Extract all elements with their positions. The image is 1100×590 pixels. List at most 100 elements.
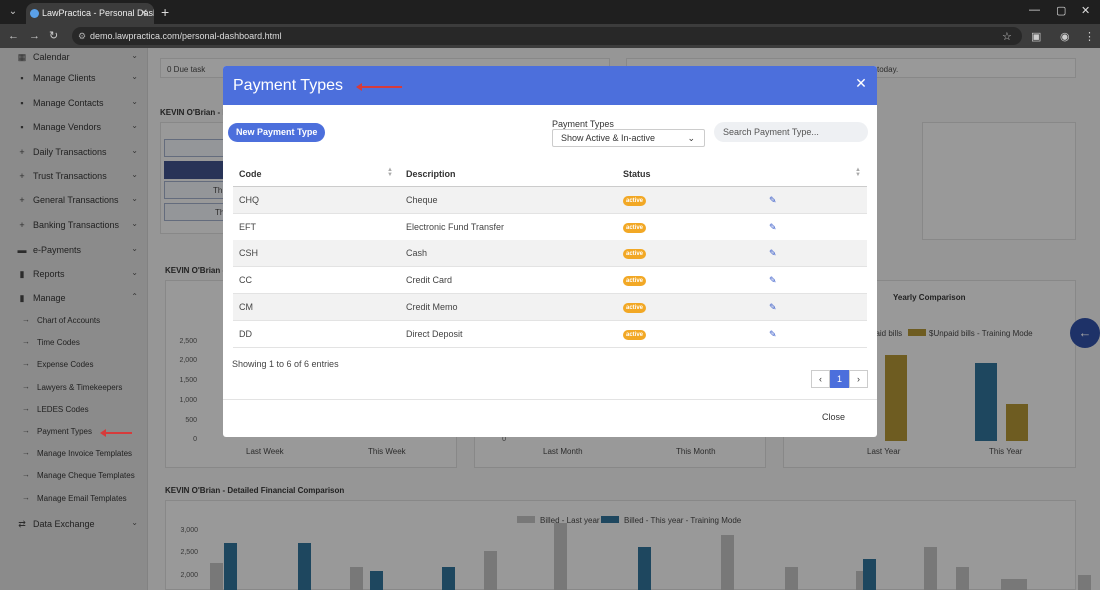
maximize-icon[interactable]: ▢: [1056, 5, 1067, 17]
edit-icon[interactable]: ✎: [769, 221, 777, 232]
plus-icon: +: [19, 220, 25, 230]
column-description[interactable]: Description: [406, 169, 456, 179]
sidebar-subitem-label: Payment Types: [37, 427, 92, 436]
code-cell: CM: [239, 301, 253, 312]
profile-icon[interactable]: ◉: [1060, 31, 1070, 43]
table-row[interactable]: CSH Cash active ✎: [233, 240, 867, 268]
description-cell: Credit Memo: [406, 301, 458, 312]
status-badge: active: [623, 222, 647, 233]
new-payment-type-button[interactable]: New Payment Type: [228, 123, 326, 142]
window-close-icon[interactable]: ✕: [1081, 5, 1091, 17]
sidebar-item-calendar[interactable]: ▦ Calendar ⌄: [0, 48, 148, 68]
sidebar-item-label: Reports: [33, 269, 65, 279]
sidebar-item-reports[interactable]: ▮ Reports ⌄: [0, 265, 148, 285]
sidebar-item-e-payments[interactable]: ▬ e-Payments ⌄: [0, 241, 148, 261]
chart-bar: [298, 543, 311, 590]
sidebar-subitem-expense-codes[interactable]: → Expense Codes: [0, 356, 148, 374]
axis-tick: 2,500: [179, 338, 197, 345]
sidebar-item-manage-contacts[interactable]: ▪ Manage Contacts ⌄: [0, 94, 148, 114]
sidebar-subitem-manage-cheque-templates[interactable]: → Manage Cheque Templates: [0, 467, 148, 485]
sidebar-item-trust-transactions[interactable]: + Trust Transactions ⌄: [0, 167, 148, 187]
period-button-4[interactable]: Th: [164, 203, 230, 221]
axis-tick: 0: [502, 436, 506, 443]
collapse-panel-button[interactable]: ←: [1070, 318, 1100, 348]
calendar-icon: ▦: [17, 52, 27, 62]
prev-page-button[interactable]: ‹: [811, 370, 830, 388]
edit-icon[interactable]: ✎: [769, 275, 777, 286]
arrow-right-icon: →: [22, 315, 30, 324]
chevron-down-icon: ⌄: [131, 51, 138, 60]
page-button[interactable]: 1: [830, 370, 849, 388]
sidebar-item-manage-clients[interactable]: ▪ Manage Clients ⌄: [0, 69, 148, 89]
sidebar-subitem-lawyers-timekeepers[interactable]: → Lawyers & Timekeepers: [0, 379, 148, 397]
minimize-icon[interactable]: —: [1029, 4, 1040, 16]
axis-tick: 2,500: [180, 549, 198, 556]
sidebar-subitem-manage-invoice-templates[interactable]: → Manage Invoice Templates: [0, 445, 148, 463]
close-button[interactable]: Close: [822, 412, 846, 422]
sidebar-subitem-label: Manage Invoice Templates: [37, 449, 133, 459]
sidebar-subitem-chart-of-accounts[interactable]: → Chart of Accounts: [0, 312, 148, 330]
description-cell: Cash: [406, 248, 428, 259]
sidebar-subitem-payment-types[interactable]: → Payment Types: [0, 423, 148, 441]
chart-bar: [721, 535, 734, 590]
table-row[interactable]: CHQ Cheque active ✎: [233, 187, 867, 214]
sidebar-subitem-label: Chart of Accounts: [37, 316, 101, 325]
x-label: Last Year: [867, 447, 901, 456]
sidebar-item-manage[interactable]: ▮ Manage ⌃: [0, 289, 148, 309]
back-icon[interactable]: ←: [8, 30, 19, 42]
legend-text: paid bills: [871, 329, 903, 338]
sidebar-item-label: e-Payments: [33, 245, 82, 255]
column-code[interactable]: Code: [239, 169, 262, 179]
sort-icon[interactable]: ▲ ▼: [855, 167, 861, 178]
sidebar-item-data-exchange[interactable]: ⇄ Data Exchange ⌄: [0, 515, 148, 535]
sidebar-subitem-label: LEDES Codes: [37, 404, 89, 414]
sidebar-item-label: Data Exchange: [33, 519, 95, 529]
sidebar-subitem-time-codes[interactable]: → Time Codes: [0, 334, 148, 352]
address-bar-row: ← → ↻ ⚙ demo.lawpractica.com/personal-da…: [0, 24, 1100, 48]
column-status[interactable]: Status: [623, 169, 651, 179]
tab-title: LawPractica - Personal Dashboard: [42, 8, 154, 18]
browser-menu-icon[interactable]: ⋮: [1084, 31, 1095, 43]
chart-bar: [638, 547, 651, 590]
sidebar-item-manage-vendors[interactable]: ▪ Manage Vendors ⌄: [0, 118, 148, 138]
arrow-right-icon: →: [22, 426, 30, 435]
edit-icon[interactable]: ✎: [769, 195, 777, 205]
status-badge: active: [623, 196, 647, 206]
extensions-icon[interactable]: ▣: [1031, 31, 1042, 43]
sidebar-item-banking-transactions[interactable]: + Banking Transactions ⌄: [0, 216, 148, 236]
x-label: Last Month: [543, 447, 583, 456]
close-icon[interactable]: ✕: [855, 75, 867, 91]
filter-value: Show Active & In-active: [561, 133, 656, 143]
bookmark-star-icon[interactable]: ☆: [1002, 31, 1012, 43]
sort-icon[interactable]: ▲ ▼: [387, 167, 393, 178]
sidebar-subitem-ledes-codes[interactable]: → LEDES Codes: [0, 401, 148, 419]
status-filter-select[interactable]: Show Active & In-active ⌄: [552, 129, 705, 147]
code-cell: EFT: [239, 221, 256, 232]
tab-close-icon[interactable]: ✕: [139, 8, 148, 19]
table-row[interactable]: CC Credit Card active ✎: [233, 267, 867, 295]
filter-label: Payment Types: [552, 119, 614, 129]
forward-icon[interactable]: →: [29, 30, 40, 42]
table-row[interactable]: DD Direct Deposit active ✎: [233, 321, 867, 348]
search-input[interactable]: [714, 122, 868, 142]
legend-text: $Unpaid bills - Training Mode: [929, 329, 1033, 338]
reload-icon[interactable]: ↻: [49, 30, 59, 42]
arrow-right-icon: →: [22, 381, 30, 391]
edit-icon[interactable]: ✎: [769, 301, 777, 312]
new-tab-icon[interactable]: +: [161, 4, 170, 20]
edit-icon[interactable]: ✎: [769, 328, 777, 339]
table-row[interactable]: EFT Electronic Fund Transfer active ✎: [233, 214, 867, 241]
browser-tab[interactable]: LawPractica - Personal Dashboard ✕: [26, 3, 154, 24]
legend-text: Billed - This year - Training Mode: [624, 516, 742, 525]
next-page-button[interactable]: ›: [849, 370, 868, 388]
sidebar-subitem-manage-email-templates[interactable]: → Manage Email Templates: [0, 490, 148, 508]
x-label: This Week: [368, 447, 406, 456]
site-info-icon[interactable]: ⚙: [78, 31, 87, 41]
table-row[interactable]: CM Credit Memo active ✎: [233, 293, 867, 321]
sidebar-item-general-transactions[interactable]: + General Transactions ⌄: [0, 191, 148, 211]
tab-search-icon[interactable]: ⌄: [8, 6, 18, 17]
chart-bar: [350, 567, 363, 590]
sidebar-item-daily-transactions[interactable]: + Daily Transactions ⌄: [0, 143, 148, 163]
url-field[interactable]: ⚙ demo.lawpractica.com/personal-dashboar…: [72, 27, 1022, 45]
edit-icon[interactable]: ✎: [769, 248, 777, 259]
